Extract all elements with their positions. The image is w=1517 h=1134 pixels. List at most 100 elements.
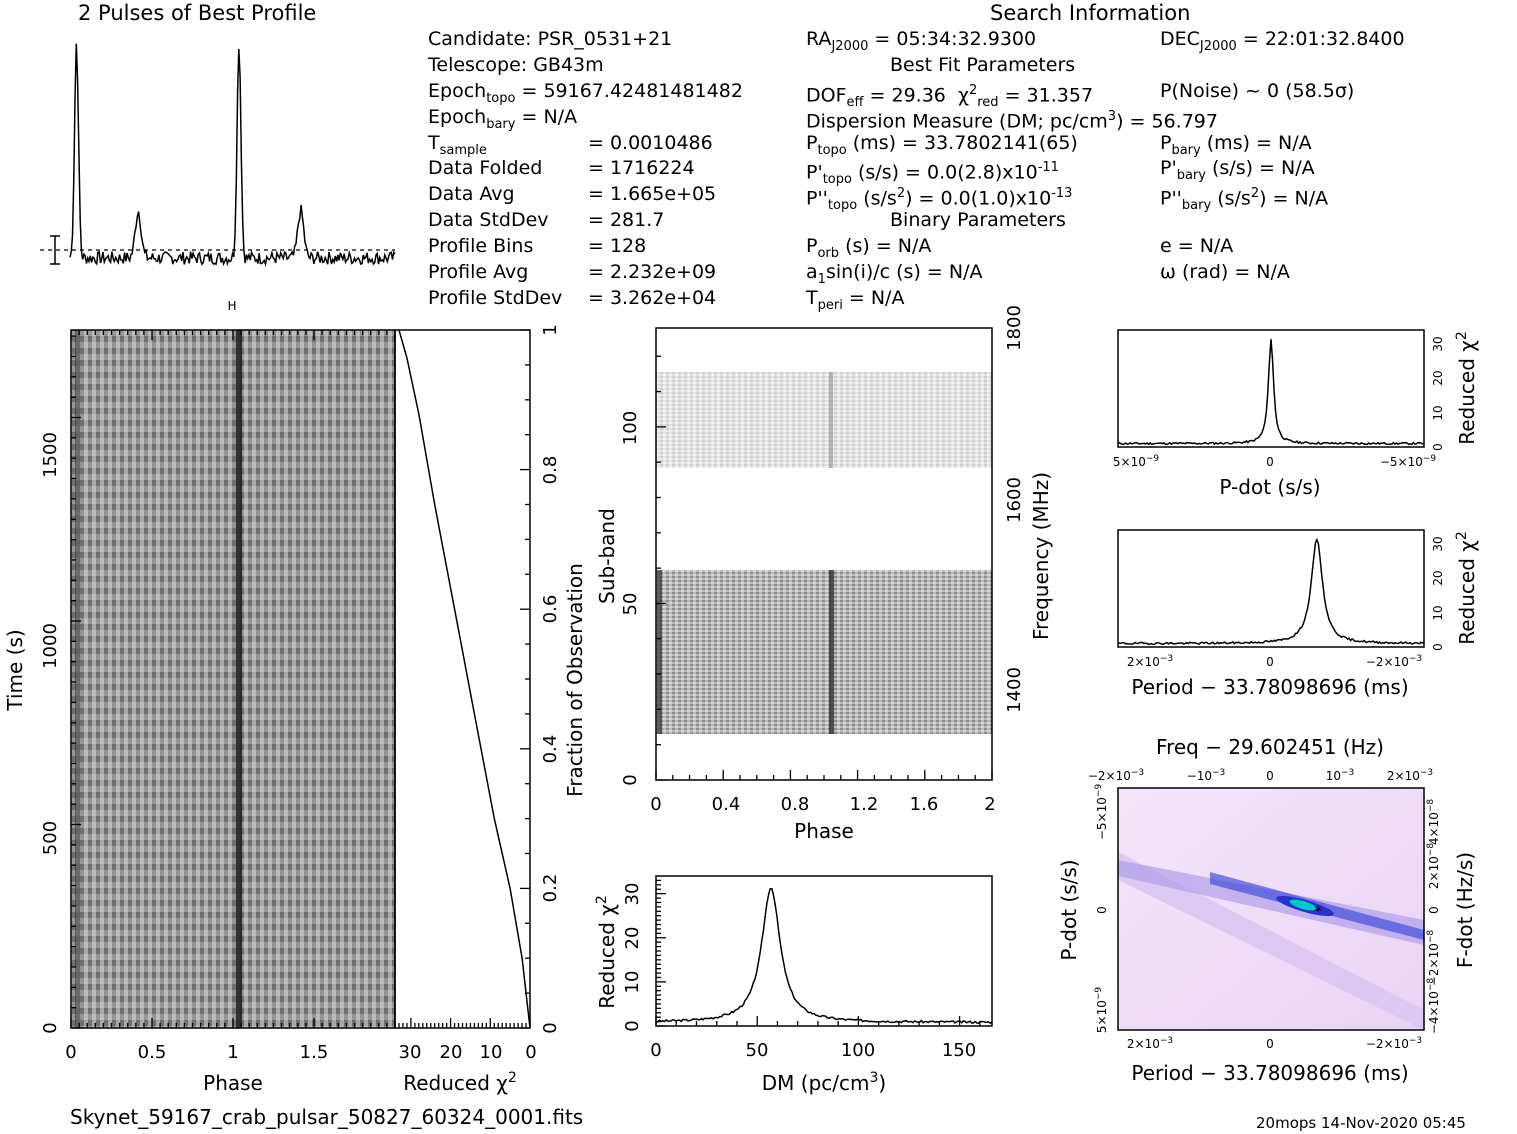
y-axis-label: P-dot (s/s) — [1057, 859, 1081, 960]
x-tick: −2×10−3 — [1366, 654, 1422, 669]
y-tick: 1000 — [40, 623, 61, 669]
x-axis-label: Phase — [203, 1071, 263, 1095]
y-tick: 0 — [40, 1022, 61, 1033]
p-pdot-plot: * Freq − 29.602451 (Hz) −2×10−3 −10−3 0 … — [1057, 735, 1477, 1085]
x-tick: 5×10−9 — [1113, 454, 1160, 469]
binary-title: Binary Parameters — [890, 209, 1066, 231]
telescope-line: Telescope: GB43m — [428, 54, 604, 76]
svg-text:*: * — [1315, 904, 1322, 920]
y2-tick: 4×10−8 — [1426, 799, 1441, 846]
y-tick: 0 — [1431, 643, 1445, 651]
peak-core — [1289, 899, 1317, 911]
time-phase-plot: H 0 0.5 1 1.5 Phase 0 500 1000 1500 Time… — [3, 299, 396, 1095]
pdot-topo-line: P'topo (s/s) = 0.0(2.8)x10-11 — [806, 160, 1059, 188]
ecc-line: e = N/A — [1160, 235, 1234, 257]
y-tick: 0 — [620, 774, 641, 785]
stats-row: Profile StdDev — [428, 287, 563, 309]
epoch-topo-line: Epochtopo = 59167.42481481482 — [428, 80, 743, 106]
x-tick: 10 — [480, 1042, 503, 1063]
pdot-frame — [1117, 329, 1425, 448]
p-pdot-frame — [1117, 787, 1425, 1031]
profile-curve — [69, 43, 396, 268]
y-tick: 30 — [1431, 336, 1445, 351]
x-tick: 20 — [440, 1042, 463, 1063]
y-tick: 0.8 — [540, 456, 561, 485]
y2-tick: 0 — [1427, 906, 1441, 914]
stats-row-value: = 0.0010486 — [588, 132, 713, 154]
stats-row-value: = 3.262e+04 — [588, 287, 717, 309]
stats-row: Profile Avg — [428, 261, 529, 283]
profile-title: 2 Pulses of Best Profile — [78, 1, 317, 25]
y-tick: 10 — [1431, 405, 1445, 420]
stats-row: Profile Bins — [428, 235, 534, 257]
x-tick: 100 — [841, 1040, 875, 1061]
x-tick: 0 — [650, 1040, 661, 1061]
y-axis-label: Reduced χ2 — [594, 895, 619, 1009]
stats-row: Data StdDev — [428, 209, 549, 231]
y-tick: 0 — [622, 1020, 643, 1031]
footer-timestamp: 20mops 14-Nov-2020 05:45 — [1256, 1114, 1466, 1132]
dm-plot: 0 50 100 150 DM (pc/cm3) 0 10 20 30 Redu… — [594, 875, 993, 1095]
time-phase-image — [71, 330, 395, 1028]
x-axis-label: Phase — [794, 819, 854, 843]
x-tick: −2×10−3 — [1366, 1036, 1422, 1051]
y-tick: 500 — [40, 821, 61, 855]
chi-fraction-frame — [394, 329, 531, 1029]
pbary-line: Pbary (ms) = N/A — [1160, 132, 1312, 158]
dof-line: DOFeff = 29.36 χ2red = 31.357 — [806, 83, 1094, 111]
x-tick: 1.6 — [910, 794, 939, 815]
candidate-line: Candidate: PSR_0531+21 — [428, 28, 673, 50]
stats-row-value: = 1.665e+05 — [588, 183, 717, 205]
pdot-bary-line: P'bary (s/s) = N/A — [1160, 157, 1315, 183]
y2-tick: 1800 — [1004, 305, 1025, 351]
search-title: Search Information — [990, 1, 1191, 25]
y-axis-label: Sub-band — [595, 508, 619, 604]
period-plot: 2×10−3 0 −2×10−3 Period − 33.78098696 (m… — [1117, 529, 1479, 699]
x-tick: 2×10−3 — [1127, 1036, 1173, 1051]
y-axis-label: Time (s) — [3, 629, 27, 711]
x-tick: 0 — [1266, 455, 1274, 469]
x-tick: 0 — [650, 794, 661, 815]
pdot-plot: 5×10−9 0 −5×10−9 P-dot (s/s) 0 10 20 30 … — [1113, 329, 1479, 499]
y-tick: 10 — [1431, 605, 1445, 620]
x-tick: 1.5 — [300, 1042, 329, 1063]
dm-line: Dispersion Measure (DM; pc/cm3) = 56.797 — [806, 109, 1218, 133]
x-axis-label: Reduced χ2 — [403, 1070, 517, 1095]
top-tick: −2×10−3 — [1088, 768, 1144, 783]
y-tick: 50 — [620, 593, 641, 616]
x-tick: 50 — [746, 1040, 769, 1061]
y-tick: 30 — [1431, 536, 1445, 551]
pnoise-line: P(Noise) ~ 0 (58.5σ) — [1160, 80, 1355, 102]
x-tick: 0 — [65, 1042, 76, 1063]
y2-tick: 2×10−8 — [1426, 843, 1441, 890]
y-tick: 20 — [622, 927, 643, 950]
period-curve — [1117, 537, 1425, 646]
pdot-curve — [1117, 339, 1425, 446]
x-tick: 2×10−3 — [1127, 654, 1173, 669]
stats-row: Tsample — [428, 132, 487, 158]
stats-row-value: = 128 — [588, 235, 647, 257]
y-axis-label: Reduced χ2 — [1454, 531, 1479, 645]
x-tick: 2 — [984, 794, 995, 815]
y-tick: 1 — [540, 324, 561, 335]
footer-filename: Skynet_59167_crab_pulsar_50827_60324_000… — [70, 1105, 584, 1129]
x-tick: −5×10−9 — [1380, 454, 1437, 469]
top-tick: 2×10−3 — [1387, 768, 1433, 783]
y2-axis-label: Frequency (MHz) — [1029, 472, 1053, 640]
y-tick: 100 — [620, 411, 641, 445]
x-axis-label: Period − 33.78098696 (ms) — [1131, 675, 1408, 699]
y2-tick: −2×10−8 — [1426, 930, 1441, 987]
a1-line: a1sin(i)/c (s) = N/A — [806, 261, 983, 287]
x-tick: 0.8 — [781, 794, 810, 815]
y-tick: 0 — [1095, 906, 1109, 914]
subband-plot: 0 0.4 0.8 1.2 1.6 2 Phase 0 50 100 Sub-b… — [595, 305, 1053, 843]
tperi-line: Tperi = N/A — [806, 287, 905, 313]
top-tick: 10−3 — [1326, 768, 1355, 783]
subband-lower-image — [656, 570, 992, 734]
stats-row-value: = 2.232e+09 — [588, 261, 717, 283]
omega-line: ω (rad) = N/A — [1160, 261, 1290, 283]
y-tick: −5×10−9 — [1094, 784, 1109, 841]
pulse-stripe-edge — [75, 330, 80, 1028]
time-phase-ticks — [70, 330, 396, 1029]
